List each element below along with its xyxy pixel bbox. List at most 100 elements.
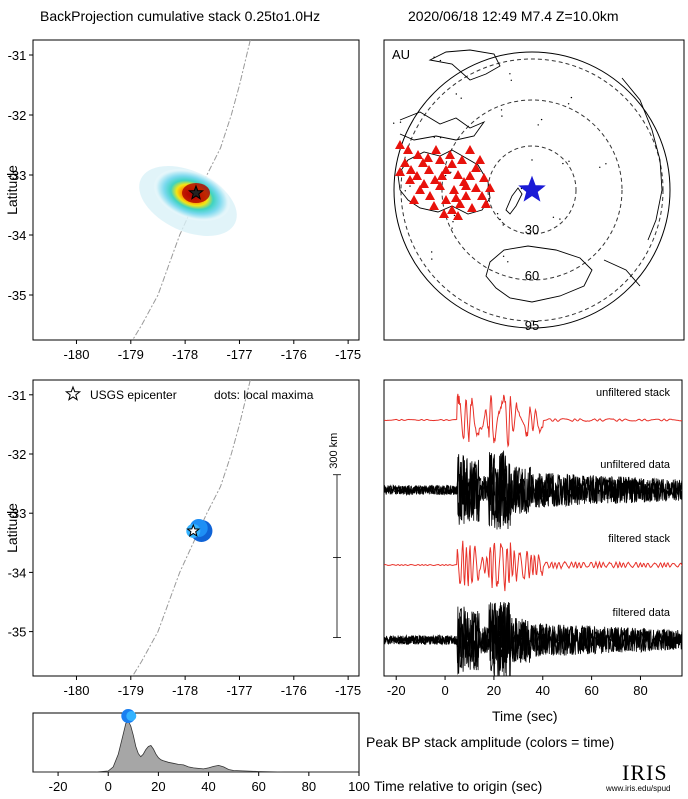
station-triangle-icon xyxy=(477,191,487,200)
map-c-ytick-label: -33 xyxy=(8,506,27,521)
unfiltered-data-trace xyxy=(384,450,682,527)
station-triangle-icon xyxy=(405,175,415,184)
station-triangle-icon xyxy=(413,150,423,159)
station-triangle-icon xyxy=(481,199,491,208)
peak-xtick-label: -20 xyxy=(49,779,68,794)
figure-title: BackProjection cumulative stack 0.25to1.… xyxy=(40,8,321,24)
island-dot xyxy=(567,103,570,105)
iris-logo-text: IRIS xyxy=(622,760,668,785)
island-dot xyxy=(552,216,555,218)
seismogram-xtick-label: 0 xyxy=(441,683,448,698)
island-dot xyxy=(399,121,402,123)
station-triangle-icon xyxy=(412,171,422,180)
island-dot xyxy=(559,218,561,220)
station-triangle-icon xyxy=(431,145,441,154)
station-triangle-icon xyxy=(451,193,461,202)
station-triangle-icon xyxy=(439,209,449,218)
island-dot xyxy=(540,118,543,121)
island-dot xyxy=(501,115,503,117)
trace-label: filtered data xyxy=(613,607,671,619)
station-triangle-icon xyxy=(461,191,471,200)
map-c-ytick-label: -35 xyxy=(8,625,27,640)
map-c-ytick-label: -31 xyxy=(8,388,27,403)
station-triangle-icon xyxy=(465,171,475,180)
island-dot xyxy=(499,218,501,221)
distance-ring-label: 60 xyxy=(525,268,539,283)
island-dot xyxy=(451,227,453,229)
station-triangle-icon xyxy=(453,170,463,179)
legend-star-icon xyxy=(64,385,82,401)
station-triangle-icon xyxy=(457,155,467,164)
station-triangle-icon xyxy=(403,145,413,154)
coastline-indonesia xyxy=(399,111,486,141)
peak-xtick-label: 0 xyxy=(105,779,112,794)
station-triangle-icon xyxy=(453,211,463,220)
map-a-ytick-label: -32 xyxy=(8,108,27,123)
map-a-ytick-label: -33 xyxy=(8,168,27,183)
map-c-xtick-label: -180 xyxy=(63,683,89,698)
island-dot xyxy=(431,251,433,253)
coastline-new-zealand xyxy=(505,187,523,215)
island-dot xyxy=(537,124,539,126)
filtered-data-trace xyxy=(384,603,682,676)
globe-outline xyxy=(393,51,671,329)
island-dot xyxy=(562,162,564,165)
station-triangle-icon xyxy=(467,203,477,212)
seismogram-xlabel: Time (sec) xyxy=(492,708,558,724)
station-triangle-icon xyxy=(465,145,475,154)
island-dot xyxy=(500,109,503,111)
peak-xtick-label: 40 xyxy=(201,779,215,794)
station-triangle-icon xyxy=(395,167,405,176)
panel-frame-b xyxy=(383,39,685,341)
map-c-xtick-label: -175 xyxy=(335,683,361,698)
station-triangle-icon xyxy=(445,150,455,159)
island-dot xyxy=(450,171,452,173)
station-triangle-icon xyxy=(471,163,481,172)
distance-ring-label: 30 xyxy=(525,222,539,237)
network-label: AU xyxy=(392,47,411,62)
island-dot xyxy=(568,160,570,162)
panel-frame-e xyxy=(32,712,360,773)
station-triangle-icon xyxy=(419,179,429,188)
epicenter-star-icon xyxy=(187,184,205,200)
station-triangle-icon xyxy=(425,191,435,200)
seismogram-xtick-label: 20 xyxy=(487,683,501,698)
filtered-stack-trace xyxy=(384,540,682,592)
island-dot xyxy=(393,122,395,124)
station-triangle-icon xyxy=(429,201,439,210)
station-triangle-icon xyxy=(449,185,459,194)
trace-label: filtered stack xyxy=(608,533,670,545)
map-c-xtick-label: -178 xyxy=(172,683,198,698)
station-triangle-icon xyxy=(395,140,405,149)
map-c-ytick-label: -32 xyxy=(8,447,27,462)
trench-line xyxy=(132,380,251,676)
station-triangle-icon xyxy=(400,158,410,167)
island-dot xyxy=(439,137,442,139)
peak-amplitude-title: Peak BP stack amplitude (colors = time) xyxy=(366,734,615,750)
map-c-ytick-label: -34 xyxy=(8,565,27,580)
peak-time-dot xyxy=(126,711,137,721)
distance-ring-label: 95 xyxy=(525,318,539,333)
map-a-ylabel: Latitude xyxy=(4,165,20,215)
coastline-americas xyxy=(621,77,663,241)
map-a-ytick-label: -31 xyxy=(8,48,27,63)
island-dot xyxy=(433,136,435,138)
station-triangle-icon xyxy=(447,205,457,214)
peak-amplitude-area xyxy=(33,720,359,773)
island-dot xyxy=(509,73,511,75)
station-triangle-icon xyxy=(485,183,495,192)
iris-logo: IRIS www.iris.edu/spud xyxy=(604,760,676,796)
coastline-asia xyxy=(428,49,501,81)
map-a-xtick-label: -175 xyxy=(335,347,361,362)
station-triangle-icon xyxy=(409,195,419,204)
island-dot xyxy=(439,59,442,62)
trace-label: unfiltered data xyxy=(600,459,671,471)
island-dot xyxy=(510,79,512,82)
epicenter-star-icon xyxy=(186,523,201,537)
map-c-xtick-label: -176 xyxy=(281,683,307,698)
panel-frame-c xyxy=(32,379,360,677)
event-info: 2020/06/18 12:49 M7.4 Z=10.0km xyxy=(408,8,619,24)
island-dot xyxy=(496,213,499,215)
island-dot xyxy=(452,221,454,223)
